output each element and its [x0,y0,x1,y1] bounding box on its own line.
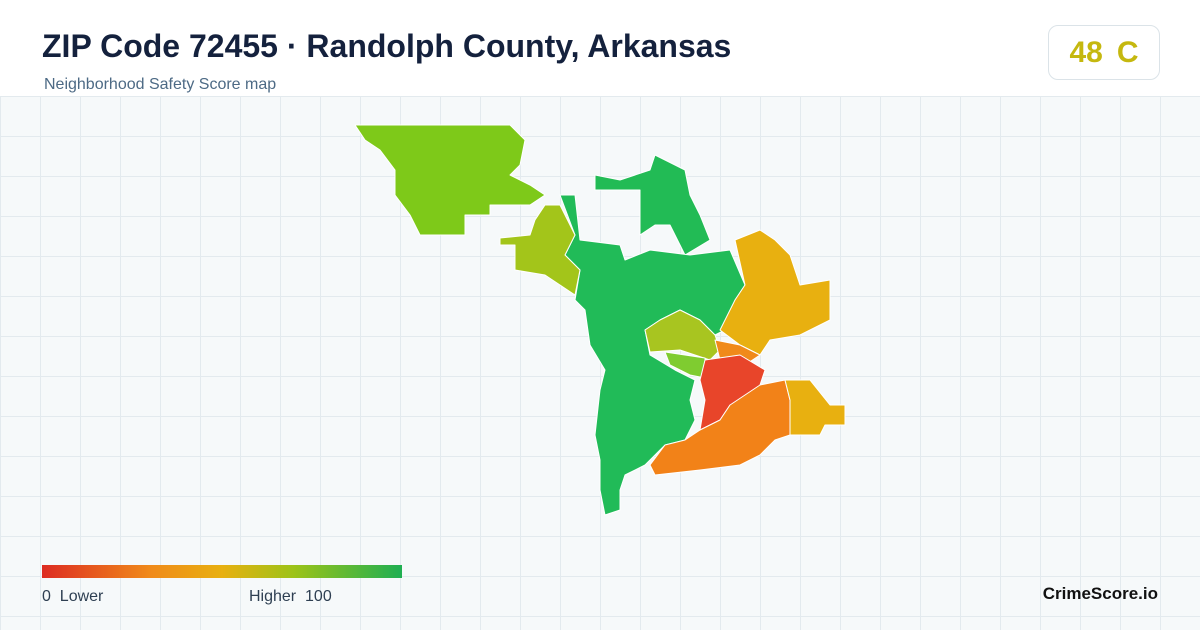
legend-max-label: Higher [249,588,297,605]
score-value: 48 [1069,35,1103,69]
legend-min: 0 Lower [42,588,103,606]
legend-max: Higher 100 [249,588,332,606]
region [784,379,846,436]
legend-max-value: 100 [305,588,332,605]
region [354,124,546,236]
score-grade: C [1116,35,1139,69]
score-badge: 48 C [1048,25,1160,80]
title: ZIP Code 72455 · Randolph County, Arkans… [42,28,732,64]
region [559,194,746,516]
legend-min-value: 0 [42,588,51,605]
region [719,229,831,356]
region [594,154,711,256]
brand: CrimeScore.io [1042,584,1158,603]
legend-min-label: Lower [59,588,104,605]
subtitle: Neighborhood Safety Score map [44,76,277,93]
legend-gradient [42,565,402,578]
region [649,379,791,476]
header: ZIP Code 72455 · Randolph County, Arkans… [0,0,1200,97]
region [664,351,706,379]
region [499,204,581,296]
